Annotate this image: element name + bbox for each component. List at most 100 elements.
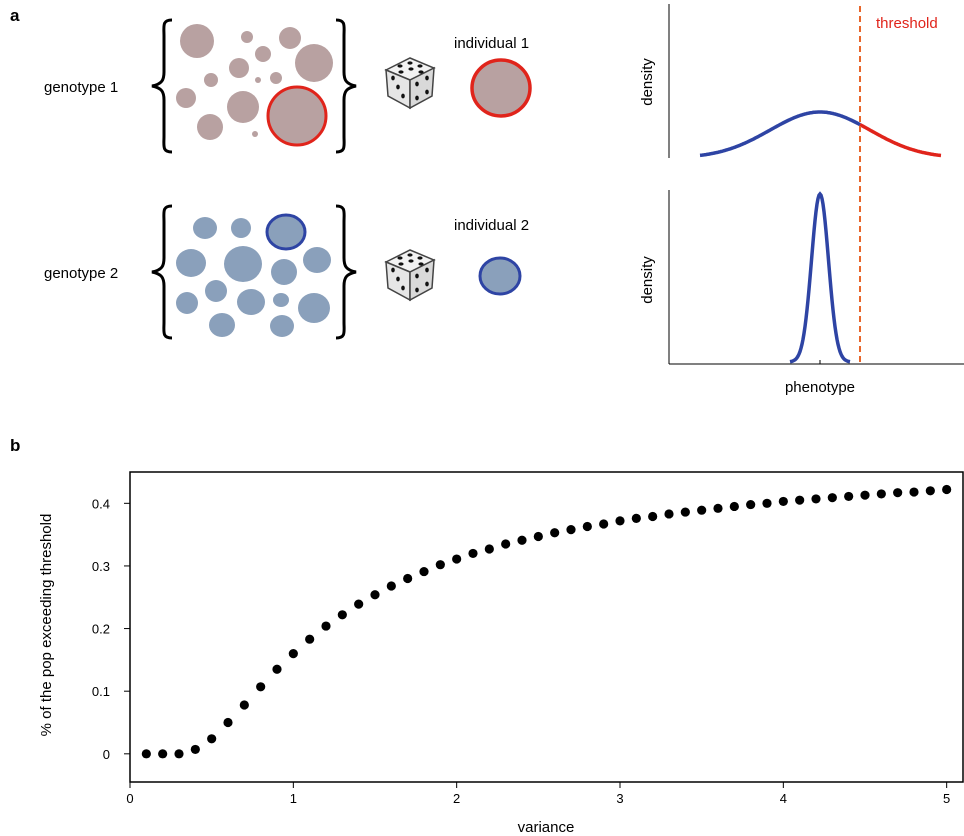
x-axis: 0 1 2 3 4 5 [126, 782, 950, 806]
allele-circle [227, 91, 259, 123]
genotype-1-left-brace [151, 18, 173, 154]
x-tick-label: 3 [616, 791, 623, 806]
data-point [615, 516, 625, 526]
data-point [599, 519, 609, 529]
y-tick-label: 0.1 [92, 684, 110, 699]
allele-circle [241, 31, 253, 43]
allele-circle [204, 73, 218, 87]
allele-circle [205, 280, 227, 302]
allele-circle [303, 247, 331, 273]
genotype-1-circles [176, 24, 333, 147]
x-tick-label: 5 [943, 791, 950, 806]
allele-circle [176, 249, 206, 277]
panel-a-label: a [10, 6, 20, 25]
data-point [190, 744, 200, 755]
genotype-1-distribution-curve [699, 110, 861, 158]
data-point [925, 486, 935, 496]
allele-circle [255, 46, 271, 62]
data-point [468, 548, 478, 559]
dice-icon [384, 57, 436, 110]
allele-circle [237, 289, 265, 315]
allele-circle [273, 293, 289, 307]
bottom-density-label: density [639, 256, 656, 304]
data-point [582, 521, 592, 532]
data-point [354, 599, 364, 609]
data-points [141, 484, 952, 759]
allele-circle [229, 58, 249, 78]
y-tick-label: 0.4 [92, 496, 110, 511]
genotype-2-circles [176, 213, 331, 337]
data-point [435, 560, 445, 570]
data-point [697, 505, 707, 515]
data-point [860, 490, 870, 500]
data-point [893, 488, 903, 498]
phenotype-label: phenotype [785, 379, 855, 396]
data-point [321, 621, 331, 631]
data-point [566, 525, 576, 535]
data-point [713, 503, 723, 513]
allele-circle [252, 131, 258, 137]
x-tick-label: 2 [453, 791, 460, 806]
data-point [484, 544, 494, 554]
data-point [158, 749, 168, 759]
individual-1-label: individual 1 [454, 35, 529, 52]
data-point [403, 573, 413, 584]
genotype-2-label: genotype 2 [44, 265, 118, 282]
data-point [386, 581, 396, 591]
genotype-1-right-brace [335, 18, 357, 154]
data-point [550, 528, 560, 538]
individual-2-circle [478, 256, 522, 296]
genotype-2-right-brace [335, 204, 357, 340]
allele-circle [295, 44, 333, 82]
data-point [452, 554, 462, 564]
allele-circle [279, 27, 301, 49]
genotype-1-label: genotype 1 [44, 79, 118, 96]
y-axis-label: % of the pop exceeding threshold [38, 514, 55, 737]
genotype-2-left-brace [151, 204, 173, 340]
data-point [844, 491, 854, 502]
plot-frame [129, 471, 964, 783]
panel-b-label: b [10, 436, 20, 455]
data-point [419, 566, 429, 577]
allele-circle [231, 218, 251, 238]
data-point [174, 749, 184, 759]
data-point [239, 700, 249, 710]
y-axis: 0 0.1 0.2 0.3 0.4 [92, 496, 130, 762]
individual-1-circle [470, 58, 532, 118]
y-tick-label: 0.2 [92, 622, 110, 637]
allele-circle [209, 313, 235, 337]
allele-circle [270, 315, 294, 337]
data-point [942, 484, 952, 495]
threshold-label: threshold [876, 15, 938, 32]
allele-circle [180, 24, 214, 58]
allele-circle [271, 259, 297, 285]
allele-circle [193, 217, 217, 239]
data-point [533, 531, 543, 542]
data-point [876, 489, 886, 499]
data-point [909, 487, 919, 497]
allele-circle [298, 293, 330, 323]
data-point [648, 511, 658, 522]
data-point [795, 495, 805, 505]
x-tick-label: 1 [290, 791, 297, 806]
data-point [272, 664, 282, 674]
allele-circle [270, 72, 282, 84]
allele-circle [224, 246, 262, 282]
data-point [141, 749, 151, 759]
selected-allele-circle [266, 85, 328, 147]
data-point [288, 649, 298, 659]
data-point [664, 509, 674, 519]
selected-allele-circle [265, 213, 307, 251]
data-point [811, 494, 821, 504]
data-point [223, 717, 233, 728]
data-point [631, 513, 641, 523]
x-tick-label: 4 [780, 791, 787, 806]
genotype-2-distribution-curve [789, 191, 851, 364]
data-point [207, 734, 217, 744]
data-point [337, 610, 347, 620]
x-axis-label: variance [518, 819, 575, 836]
allele-circle [255, 77, 261, 83]
above-threshold-curve [859, 123, 942, 158]
data-point [746, 499, 756, 510]
